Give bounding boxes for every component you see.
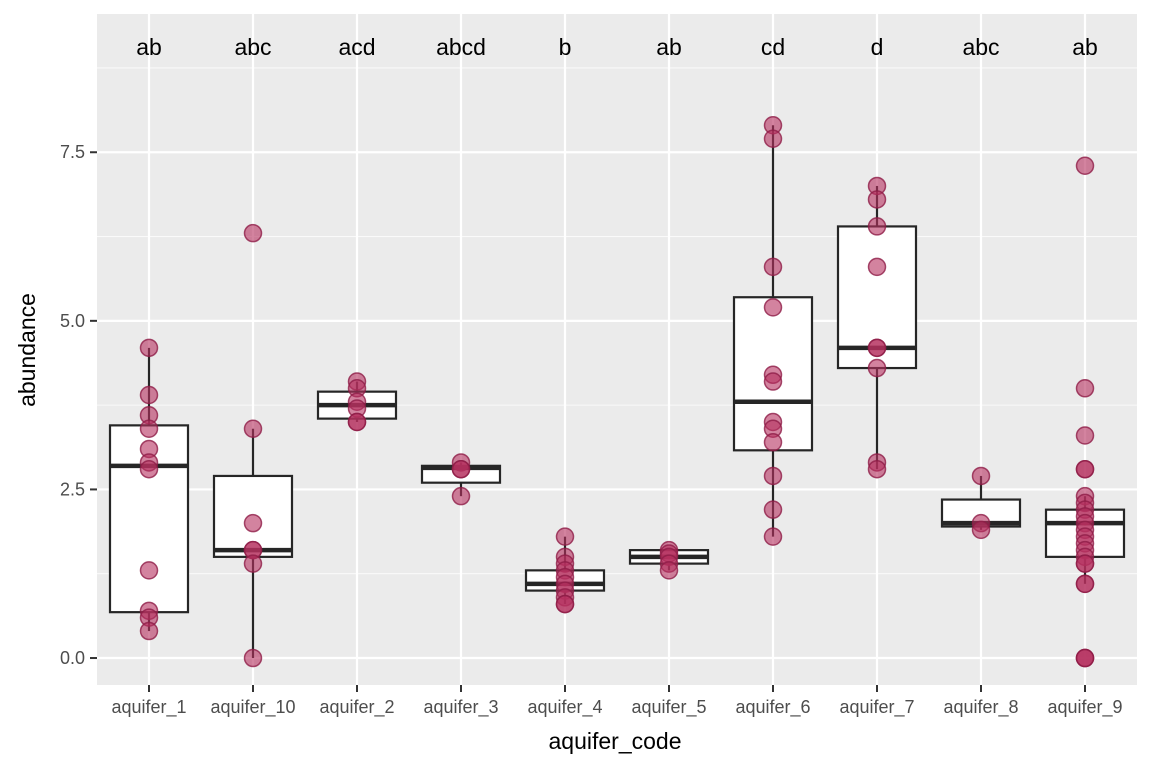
group-letter-label: abcd [436, 34, 486, 60]
data-point [1075, 574, 1095, 594]
y-axis-title: abundance [14, 293, 40, 407]
x-tick-label: aquifer_7 [839, 697, 914, 718]
y-axis: 0.0 2.5 5.0 7.5 [60, 142, 97, 668]
data-point [139, 459, 159, 479]
group-letter-label: ab [656, 34, 682, 60]
group-letter-label: ab [1072, 34, 1098, 60]
data-point [243, 419, 263, 438]
data-point [867, 338, 887, 358]
data-point [451, 459, 471, 479]
data-point [763, 129, 783, 149]
data-point [347, 412, 367, 432]
data-point [243, 648, 263, 668]
group-letter-label: ab [136, 34, 162, 60]
x-tick-label: aquifer_5 [631, 697, 706, 718]
plot-panel [97, 14, 1137, 685]
x-tick-label: aquifer_9 [1047, 697, 1122, 718]
data-point [1075, 156, 1095, 175]
data-point [1075, 648, 1095, 668]
data-point [763, 257, 783, 277]
x-tick-label: aquifer_8 [943, 697, 1018, 718]
data-point [763, 500, 783, 519]
data-point [1075, 426, 1095, 445]
group-letter-label: acd [338, 34, 375, 60]
data-point [139, 561, 159, 580]
data-point [1075, 459, 1095, 479]
data-point [867, 190, 887, 209]
data-point [1075, 379, 1095, 398]
y-tick-label: 7.5 [60, 142, 85, 162]
data-point [867, 358, 887, 378]
data-point [971, 520, 991, 540]
data-point [243, 513, 263, 533]
data-point [763, 372, 783, 391]
data-point [243, 554, 263, 573]
data-point [971, 466, 991, 486]
data-point [243, 223, 263, 243]
x-axis: aquifer_1 aquifer_10 aquifer_2 aquifer_3 aqu… [111, 685, 1123, 718]
data-point [139, 621, 159, 641]
group-letter-label: b [559, 34, 572, 60]
x-tick-label: aquifer_3 [423, 697, 498, 718]
data-point [139, 419, 159, 438]
x-tick-label: aquifer_1 [111, 697, 186, 718]
data-point [867, 217, 887, 236]
data-point [1075, 554, 1095, 573]
x-tick-label: aquifer_4 [527, 697, 602, 718]
data-point [763, 298, 783, 317]
group-letter-label: abc [234, 34, 271, 60]
data-point [139, 338, 159, 358]
data-point [139, 385, 159, 405]
group-letter-label: cd [761, 34, 785, 60]
x-tick-label: aquifer_6 [735, 697, 810, 718]
x-axis-title: aquifer_code [549, 728, 682, 754]
data-point [867, 257, 887, 277]
x-tick-label: aquifer_10 [210, 697, 295, 718]
group-letters-layer: ab abc acd abcd b ab cd d abc ab [136, 34, 1098, 60]
x-tick-label: aquifer_2 [319, 697, 394, 718]
data-point [763, 527, 783, 546]
y-tick-label: 0.0 [60, 648, 85, 668]
points-layer [139, 116, 1095, 668]
data-point [451, 486, 471, 506]
group-letter-label: abc [962, 34, 999, 60]
data-point [555, 594, 575, 614]
data-point [659, 561, 679, 580]
group-letter-label: d [871, 34, 884, 60]
data-point [763, 466, 783, 486]
y-tick-label: 5.0 [60, 311, 85, 331]
data-point [763, 432, 783, 452]
data-point [867, 459, 887, 479]
data-point [555, 527, 575, 546]
y-tick-label: 2.5 [60, 479, 85, 499]
